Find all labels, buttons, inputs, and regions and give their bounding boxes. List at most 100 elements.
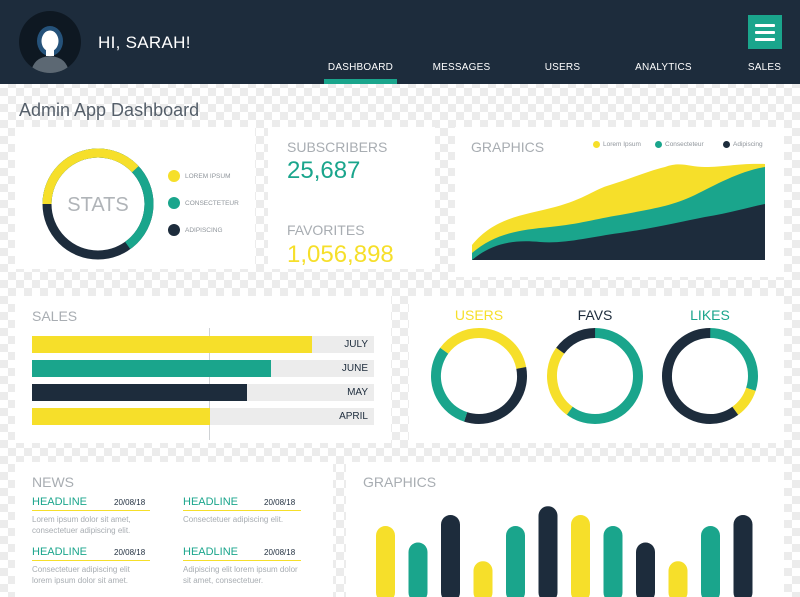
graphics-bar-card: GRAPHICS: [346, 462, 784, 597]
favorites-label: FAVORITES: [287, 222, 365, 238]
area-chart: [472, 163, 765, 260]
sales-bar-june[interactable]: [32, 360, 272, 377]
subscribers-label: SUBSCRIBERS: [287, 139, 388, 155]
graphics-area-title: GRAPHICS: [471, 139, 545, 155]
bar-9[interactable]: [636, 542, 655, 597]
news-headline[interactable]: HEADLINE: [183, 546, 239, 558]
nav-messages[interactable]: MESSAGES: [432, 62, 491, 73]
bar-1[interactable]: [376, 526, 395, 597]
yellow-dot-icon: [168, 170, 180, 182]
ring-segment: [431, 328, 527, 424]
sales-bar-label: JUNE: [341, 363, 368, 374]
nav-active-indicator: [324, 79, 397, 84]
news-divider: [183, 560, 301, 561]
ring-segment: [431, 328, 527, 424]
yellow-dot-icon: [593, 141, 600, 148]
ring-likes: [662, 328, 759, 424]
counters-card: SUBSCRIBERS 25,687 FAVORITES 1,056,898: [268, 127, 435, 269]
ring-label-favs: FAVS: [577, 307, 613, 323]
area-legend-lorem: Lorem Ipsum: [593, 141, 641, 148]
news-divider: [32, 510, 150, 511]
graphics-bar-title: GRAPHICS: [363, 474, 437, 490]
navy-dot-icon: [723, 141, 730, 148]
bar-7[interactable]: [571, 515, 590, 597]
avatar[interactable]: [19, 11, 81, 73]
bar-12[interactable]: [733, 515, 753, 597]
news-headline[interactable]: HEADLINE: [32, 496, 88, 508]
bar-4[interactable]: [473, 561, 493, 597]
sales-card: SALES JULY JUNE MAY APRIL: [15, 296, 391, 443]
bar-2[interactable]: [408, 542, 428, 597]
legend-label: CONSECTETEUR: [185, 199, 239, 207]
nav-sales[interactable]: SALES: [747, 62, 782, 73]
bar-chart: [376, 506, 753, 597]
bar-6[interactable]: [538, 506, 558, 597]
stats-donut: STATS: [42, 148, 154, 260]
sales-bar-track: JUNE: [32, 360, 374, 377]
news-headline[interactable]: HEADLINE: [32, 546, 88, 558]
ring-segment: [662, 328, 758, 424]
ring-users: [431, 328, 527, 424]
sales-title: SALES: [32, 308, 78, 324]
news-date: 20/08/18: [264, 548, 296, 557]
legend-label: Lorem Ipsum: [603, 141, 641, 148]
stats-center-label: STATS: [67, 194, 128, 216]
teal-dot-icon: [655, 141, 662, 148]
sales-bar-may[interactable]: [32, 384, 248, 401]
top-bar: HI, SARAH! DASHBOARD MESSAGES USERS ANAL…: [0, 0, 800, 84]
sales-bar-label: JULY: [344, 339, 368, 350]
news-divider: [32, 560, 150, 561]
nav-analytics[interactable]: ANALYTICS: [635, 62, 692, 73]
ring-segment: [547, 328, 644, 424]
news-body: Consectetuer adipiscing elit.: [183, 515, 284, 524]
ring-label-users: USERS: [454, 307, 504, 323]
stats-segment-lorem: [42, 148, 154, 260]
news-body: Consectetuer adipiscing elit lorem ipsum…: [32, 565, 130, 585]
greeting: HI, SARAH!: [98, 33, 191, 52]
sales-bar-label: MAY: [347, 387, 368, 398]
teal-dot-icon: [168, 197, 180, 209]
bar-11[interactable]: [701, 526, 720, 597]
area-series-adipiscing: [472, 204, 765, 260]
stats-legend-lorem: LOREM IPSUM: [168, 170, 231, 182]
stats-legend-adipiscing: ADIPISCING: [168, 224, 223, 236]
news-body: Adipiscing elit lorem ipsum dolor sit am…: [183, 565, 298, 585]
sales-bar-april[interactable]: [32, 408, 210, 425]
bar-8[interactable]: [603, 526, 623, 597]
area-legend-adipiscing: Adipiscing: [723, 141, 763, 148]
sales-bar-track: APRIL: [32, 408, 374, 425]
news-card: NEWS HEADLINE 20/08/18 Lorem ipsum dolor…: [15, 462, 333, 597]
stats-legend-consecteteur: CONSECTETEUR: [168, 197, 239, 209]
nav-dashboard[interactable]: DASHBOARD: [327, 62, 394, 73]
navy-dot-icon: [168, 224, 180, 236]
ring-label-likes: LIKES: [690, 307, 730, 323]
legend-label: Adipiscing: [733, 141, 763, 148]
news-date: 20/08/18: [264, 498, 296, 507]
ring-segment: [431, 328, 527, 424]
legend-label: ADIPISCING: [185, 226, 223, 234]
bar-3[interactable]: [441, 515, 460, 597]
bar-10[interactable]: [668, 561, 688, 597]
news-date: 20/08/18: [114, 548, 146, 557]
news-title: NEWS: [32, 474, 74, 490]
favorites-value: 1,056,898: [287, 241, 394, 268]
page-title: Admin App Dashboard: [19, 100, 200, 120]
sales-bar-label: APRIL: [339, 411, 368, 422]
rings-card: USERS FAVS LIKES: [409, 296, 784, 443]
sales-bar-track: MAY: [32, 384, 374, 401]
legend-label: Consecteteur: [665, 141, 704, 148]
news-body: Lorem ipsum dolor sit amet, consectetuer…: [32, 515, 131, 535]
bar-5[interactable]: [506, 526, 525, 597]
news-date: 20/08/18: [114, 498, 146, 507]
sales-bar-july[interactable]: [32, 336, 313, 353]
legend-label: LOREM IPSUM: [185, 172, 231, 180]
subscribers-value: 25,687: [287, 157, 361, 184]
hamburger-menu-icon[interactable]: [748, 15, 782, 49]
area-legend-consecteteur: Consecteteur: [655, 141, 704, 148]
user-avatar-icon: [31, 26, 69, 73]
stats-card: STATS LOREM IPSUM CONSECTETEUR ADIPISCIN…: [15, 127, 255, 269]
graphics-area-card: GRAPHICS Lorem Ipsum Consecteteur Adipis…: [455, 127, 784, 277]
ring-favs: [547, 328, 644, 424]
nav-users[interactable]: USERS: [544, 62, 581, 73]
news-headline[interactable]: HEADLINE: [183, 496, 239, 508]
